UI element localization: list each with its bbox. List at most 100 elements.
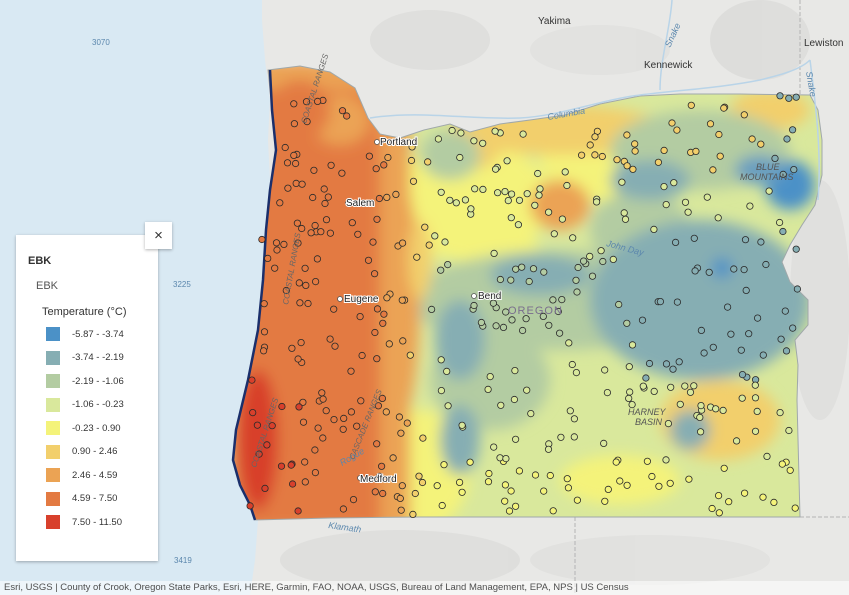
sample-point[interactable]	[508, 316, 516, 324]
sample-point[interactable]	[383, 193, 391, 201]
sample-point[interactable]	[302, 98, 311, 106]
sample-point[interactable]	[535, 191, 543, 199]
sample-point[interactable]	[591, 133, 599, 141]
sample-point[interactable]	[354, 230, 362, 238]
sample-point[interactable]	[525, 277, 533, 286]
sample-point[interactable]	[579, 257, 588, 265]
sample-point[interactable]	[268, 422, 276, 430]
sample-point[interactable]	[510, 395, 519, 404]
sample-point[interactable]	[512, 265, 520, 273]
sample-point[interactable]	[246, 502, 254, 510]
sample-point[interactable]	[782, 347, 791, 355]
sample-point[interactable]	[260, 328, 269, 336]
sample-point[interactable]	[294, 355, 302, 363]
sample-point[interactable]	[408, 143, 416, 151]
sample-point[interactable]	[385, 340, 393, 348]
sample-point[interactable]	[570, 415, 579, 423]
sample-point[interactable]	[321, 199, 329, 208]
sample-point[interactable]	[656, 297, 665, 306]
sample-point[interactable]	[501, 481, 509, 489]
sample-point[interactable]	[276, 199, 284, 207]
sample-point[interactable]	[673, 126, 681, 134]
sample-point[interactable]	[343, 112, 351, 120]
sample-point[interactable]	[531, 201, 539, 209]
sample-point[interactable]	[303, 118, 311, 126]
sample-point[interactable]	[501, 188, 509, 196]
sample-point[interactable]	[588, 272, 597, 280]
sample-point[interactable]	[264, 254, 272, 262]
sample-point[interactable]	[376, 472, 384, 480]
sample-point[interactable]	[544, 445, 553, 453]
sample-point[interactable]	[604, 485, 612, 493]
sample-point[interactable]	[507, 214, 515, 222]
sample-point[interactable]	[788, 126, 797, 134]
sample-point[interactable]	[549, 507, 557, 515]
sample-point[interactable]	[536, 185, 544, 193]
sample-point[interactable]	[662, 360, 671, 368]
sample-point[interactable]	[720, 464, 728, 472]
sample-point[interactable]	[384, 153, 392, 162]
sample-point[interactable]	[293, 219, 301, 227]
sample-point[interactable]	[466, 458, 474, 466]
sample-point[interactable]	[550, 230, 558, 238]
sample-point[interactable]	[313, 97, 322, 106]
sample-point[interactable]	[484, 385, 492, 393]
sample-point[interactable]	[572, 368, 581, 377]
sample-point[interactable]	[620, 209, 628, 217]
sample-point[interactable]	[751, 394, 760, 402]
sample-point[interactable]	[347, 367, 355, 375]
sample-point[interactable]	[558, 215, 567, 223]
sample-point[interactable]	[455, 478, 464, 486]
sample-point[interactable]	[616, 477, 624, 485]
sample-point[interactable]	[301, 478, 309, 486]
sample-point[interactable]	[297, 338, 305, 347]
sample-point[interactable]	[479, 139, 487, 147]
sample-point[interactable]	[742, 286, 750, 294]
sample-point[interactable]	[523, 386, 531, 394]
sample-point[interactable]	[501, 497, 509, 505]
sample-point[interactable]	[415, 472, 423, 480]
sample-point[interactable]	[565, 339, 573, 347]
sample-point[interactable]	[789, 324, 797, 332]
sample-point[interactable]	[371, 488, 379, 496]
sample-point[interactable]	[421, 223, 429, 231]
sample-point[interactable]	[433, 482, 441, 490]
sample-point[interactable]	[253, 421, 261, 429]
sample-point[interactable]	[697, 401, 705, 410]
sample-point[interactable]	[786, 466, 794, 474]
sample-point[interactable]	[418, 478, 427, 487]
sample-point[interactable]	[569, 234, 577, 242]
sample-point[interactable]	[618, 178, 626, 186]
sample-point[interactable]	[681, 382, 689, 390]
sample-point[interactable]	[313, 255, 321, 263]
sample-point[interactable]	[732, 437, 741, 445]
sample-point[interactable]	[555, 329, 564, 337]
sample-point[interactable]	[398, 482, 406, 490]
sample-point[interactable]	[311, 221, 319, 230]
sample-point[interactable]	[709, 343, 717, 351]
sample-point[interactable]	[365, 152, 373, 160]
sample-point[interactable]	[456, 153, 464, 162]
sample-point[interactable]	[271, 264, 279, 272]
sample-point[interactable]	[648, 472, 656, 481]
sample-point[interactable]	[284, 184, 292, 192]
sample-point[interactable]	[697, 326, 706, 334]
sample-point[interactable]	[295, 403, 303, 411]
sample-point[interactable]	[392, 190, 400, 198]
sample-point[interactable]	[380, 161, 388, 169]
sample-point[interactable]	[309, 193, 317, 202]
sample-point[interactable]	[437, 386, 445, 395]
sample-point[interactable]	[775, 218, 784, 227]
sample-point[interactable]	[382, 408, 390, 416]
sample-point[interactable]	[781, 307, 789, 315]
sample-point[interactable]	[470, 301, 478, 310]
sample-point[interactable]	[282, 286, 290, 295]
sample-point[interactable]	[479, 185, 487, 193]
sample-point[interactable]	[776, 408, 784, 417]
sample-point[interactable]	[255, 450, 263, 458]
sample-point[interactable]	[727, 330, 735, 338]
sample-point[interactable]	[507, 487, 515, 495]
sample-point[interactable]	[357, 397, 365, 405]
sample-point[interactable]	[409, 177, 418, 185]
sample-point[interactable]	[377, 462, 386, 470]
